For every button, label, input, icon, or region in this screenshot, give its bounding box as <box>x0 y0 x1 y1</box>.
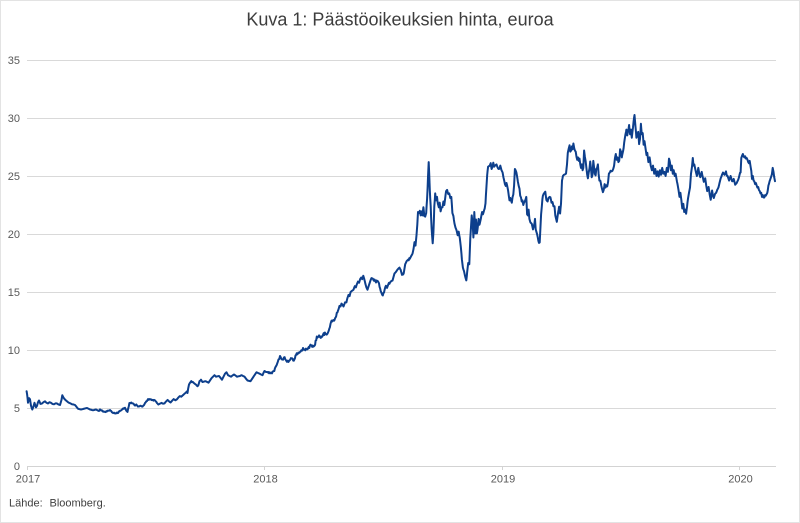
svg-text:2017: 2017 <box>16 473 40 485</box>
svg-text:Lähde:: Lähde: <box>9 498 43 510</box>
svg-text:Bloomberg.: Bloomberg. <box>50 498 106 510</box>
svg-text:30: 30 <box>8 113 20 125</box>
svg-text:5: 5 <box>14 403 20 415</box>
svg-text:0: 0 <box>14 461 20 473</box>
svg-text:35: 35 <box>8 55 20 67</box>
svg-text:2020: 2020 <box>728 473 752 485</box>
svg-text:10: 10 <box>8 345 20 357</box>
svg-text:Kuva 1: Päästöoikeuksien hinta: Kuva 1: Päästöoikeuksien hinta, euroa <box>246 9 554 29</box>
svg-text:2018: 2018 <box>253 473 277 485</box>
svg-text:25: 25 <box>8 171 20 183</box>
svg-text:15: 15 <box>8 287 20 299</box>
svg-text:20: 20 <box>8 229 20 241</box>
svg-text:2019: 2019 <box>491 473 515 485</box>
